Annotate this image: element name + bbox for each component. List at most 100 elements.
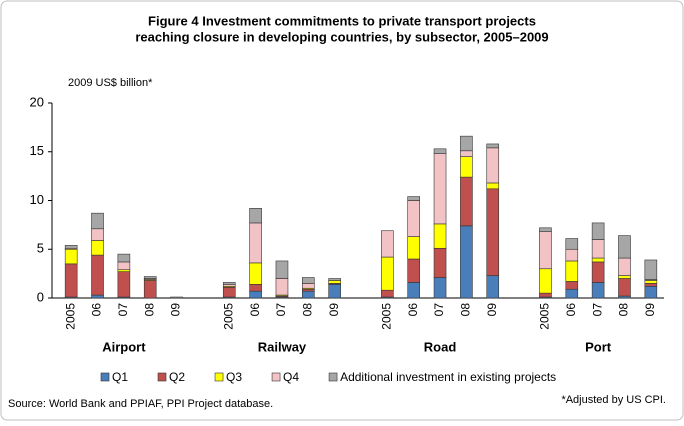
bar-segment	[460, 150, 473, 157]
bar-segment	[486, 147, 500, 184]
x-tick-label: 08	[617, 303, 631, 317]
y-tick-label: 0	[37, 289, 44, 304]
group-label: Railway	[258, 339, 307, 354]
bar-segment	[328, 278, 341, 281]
bar-segment	[64, 245, 78, 249]
bar-segment	[64, 263, 78, 298]
bar-segment	[117, 261, 131, 271]
bar-segment	[565, 288, 579, 299]
bar-segment	[407, 236, 420, 260]
bar-segment	[91, 228, 104, 241]
bar-segment	[91, 212, 104, 230]
x-tick-label: 08	[459, 303, 473, 317]
legend-swatch	[328, 372, 338, 382]
bar-segment	[381, 289, 394, 298]
bar-segment	[591, 222, 605, 240]
bar-segment	[591, 282, 605, 299]
bar-segment	[460, 176, 473, 227]
x-tick-label: 07	[590, 303, 604, 317]
bar-segment	[381, 230, 394, 258]
bar-segment	[143, 280, 157, 299]
x-tick-label: 06	[406, 303, 420, 317]
bar-segment	[302, 283, 315, 289]
bar-segment	[539, 268, 552, 294]
x-tick-label: 07	[116, 303, 130, 317]
bar-segment	[407, 200, 420, 237]
bar-segment	[275, 278, 289, 296]
bar-segment	[618, 275, 631, 279]
bar-segment	[249, 284, 262, 292]
bar-segment	[433, 277, 447, 299]
chart-title: Figure 4 Investment commitments to priva…	[148, 13, 536, 28]
x-tick-label: 06	[90, 303, 104, 317]
bar-segment	[91, 240, 104, 256]
x-tick-label: 08	[142, 303, 156, 317]
legend-label: Q3	[226, 370, 242, 384]
bar-segment	[618, 257, 631, 276]
bar-segment	[91, 294, 104, 299]
bar-segment	[407, 196, 420, 201]
x-tick-label: 2005	[63, 303, 77, 330]
bar-segment	[644, 283, 658, 287]
bar-segment	[644, 259, 658, 280]
y-tick-label: 10	[30, 192, 44, 207]
bar-segment	[565, 281, 579, 290]
bar-segment	[486, 182, 500, 190]
bar-segment	[565, 248, 579, 262]
bar-segment	[539, 292, 552, 298]
x-tick-label: 07	[274, 303, 288, 317]
bar-segment	[486, 275, 500, 299]
x-tick-label: 09	[169, 303, 183, 317]
bar-segment	[486, 143, 500, 149]
bar-segment	[117, 271, 131, 298]
bar-segment	[328, 284, 341, 299]
bar-segment	[460, 225, 473, 299]
bar-segment	[591, 239, 605, 259]
bar-segment	[644, 280, 658, 284]
legend-swatch	[271, 372, 281, 382]
bar-segment	[407, 282, 420, 299]
legend-label: Q4	[283, 370, 299, 384]
bar-segment	[249, 208, 262, 224]
bar-segment	[591, 257, 605, 263]
bar-segment	[460, 135, 473, 152]
x-tick-label: 09	[643, 303, 657, 317]
legend-swatch	[100, 372, 110, 382]
bar-segment	[539, 231, 552, 270]
group-label: Airport	[102, 339, 146, 354]
bar-segment	[91, 254, 104, 296]
legend-swatch	[214, 372, 224, 382]
bar-segment	[539, 227, 552, 233]
bar-segment	[618, 235, 631, 259]
x-tick-label: 06	[564, 303, 578, 317]
bar-segment	[433, 153, 447, 225]
bar-segment	[222, 286, 236, 298]
bar-segment	[275, 260, 289, 279]
chart-title: reaching closure in developing countries…	[135, 29, 548, 44]
legend-label: Q2	[169, 370, 185, 384]
bar-segment	[249, 262, 262, 285]
bar-segment	[433, 247, 447, 278]
bar-segment	[565, 260, 579, 282]
x-tick-label: 08	[300, 303, 314, 317]
x-tick-label: 09	[327, 303, 341, 317]
legend-label: Q1	[112, 370, 128, 384]
y-tick-label: 20	[30, 94, 44, 109]
note: *Adjusted by US CPI.	[561, 394, 666, 406]
bar-segment	[460, 156, 473, 178]
bar-segment	[64, 248, 78, 265]
x-tick-label: 2005	[538, 303, 552, 330]
x-tick-label: 09	[485, 303, 499, 317]
bar-segment	[302, 290, 315, 299]
legend-label: Additional investment in existing projec…	[340, 370, 556, 384]
bar-segment	[433, 223, 447, 249]
bar-segment	[591, 261, 605, 283]
x-tick-label: 2005	[221, 303, 235, 330]
x-tick-label: 2005	[380, 303, 394, 330]
legend-swatch	[157, 372, 167, 382]
bar-segment	[222, 282, 236, 285]
bar-segment	[618, 278, 631, 297]
group-label: Port	[585, 339, 612, 354]
bar-segment	[302, 277, 315, 284]
